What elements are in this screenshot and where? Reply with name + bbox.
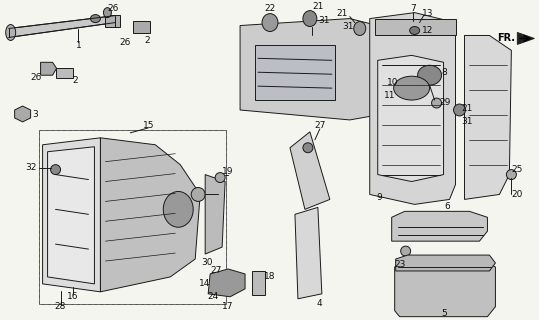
Text: 19: 19	[223, 167, 234, 176]
Ellipse shape	[418, 65, 441, 85]
Ellipse shape	[453, 104, 466, 116]
Ellipse shape	[262, 14, 278, 31]
Text: 2: 2	[73, 76, 78, 85]
Text: 3: 3	[33, 110, 38, 119]
Text: 11: 11	[384, 91, 396, 100]
Polygon shape	[208, 269, 245, 297]
Text: 7: 7	[410, 4, 416, 13]
Text: 15: 15	[142, 121, 154, 130]
Ellipse shape	[303, 143, 313, 153]
Polygon shape	[370, 12, 455, 204]
Text: 12: 12	[422, 26, 433, 35]
Text: 22: 22	[264, 4, 275, 13]
Text: 30: 30	[202, 258, 213, 267]
Polygon shape	[43, 138, 100, 292]
Ellipse shape	[410, 27, 420, 35]
Text: 21: 21	[462, 103, 473, 113]
Polygon shape	[465, 36, 512, 199]
Text: 25: 25	[512, 165, 523, 174]
Polygon shape	[395, 259, 495, 317]
Text: 10: 10	[387, 78, 398, 87]
Polygon shape	[375, 19, 455, 36]
Polygon shape	[56, 68, 73, 78]
Polygon shape	[205, 175, 225, 254]
Text: 23: 23	[394, 260, 405, 268]
Text: 1: 1	[75, 41, 81, 50]
Ellipse shape	[506, 170, 516, 180]
Text: 18: 18	[264, 272, 276, 281]
Polygon shape	[378, 55, 444, 181]
Text: 17: 17	[223, 302, 234, 311]
Text: 2: 2	[144, 36, 150, 45]
Bar	[106, 15, 120, 27]
Text: 21: 21	[312, 2, 323, 11]
Text: 20: 20	[512, 190, 523, 199]
Polygon shape	[517, 33, 534, 44]
Polygon shape	[40, 62, 57, 75]
Text: 26: 26	[120, 38, 131, 47]
Text: 26: 26	[108, 4, 119, 13]
Text: 26: 26	[30, 73, 42, 82]
Bar	[39, 130, 226, 304]
Bar	[39, 130, 226, 304]
Ellipse shape	[51, 165, 60, 175]
Text: 29: 29	[439, 98, 450, 107]
Polygon shape	[295, 207, 322, 299]
Text: 31: 31	[342, 22, 354, 31]
Polygon shape	[47, 147, 94, 284]
Text: 16: 16	[67, 292, 78, 301]
Polygon shape	[15, 106, 31, 122]
Ellipse shape	[400, 246, 411, 256]
Ellipse shape	[191, 188, 205, 201]
Ellipse shape	[6, 25, 16, 40]
Polygon shape	[240, 19, 398, 120]
Ellipse shape	[103, 8, 112, 18]
Text: 32: 32	[25, 163, 36, 172]
Polygon shape	[392, 211, 487, 241]
Text: 24: 24	[208, 292, 219, 301]
Text: 8: 8	[441, 68, 447, 77]
Bar	[255, 45, 335, 100]
Text: 28: 28	[55, 302, 66, 311]
Polygon shape	[290, 132, 330, 209]
Text: 9: 9	[377, 193, 383, 202]
Polygon shape	[100, 138, 200, 292]
Text: 31: 31	[462, 117, 473, 126]
Text: FR.: FR.	[497, 34, 515, 44]
Polygon shape	[396, 255, 495, 271]
Text: 14: 14	[198, 279, 210, 288]
Ellipse shape	[393, 76, 430, 100]
Ellipse shape	[354, 21, 366, 36]
Polygon shape	[252, 271, 265, 295]
Text: 21: 21	[336, 9, 348, 18]
Text: 27: 27	[210, 267, 222, 276]
Ellipse shape	[215, 172, 225, 182]
Text: 31: 31	[318, 16, 330, 25]
Polygon shape	[133, 20, 150, 34]
Text: 5: 5	[441, 309, 447, 318]
Ellipse shape	[163, 191, 193, 227]
Text: 27: 27	[314, 121, 326, 130]
Text: 13: 13	[422, 9, 433, 18]
Ellipse shape	[432, 98, 441, 108]
Ellipse shape	[303, 11, 317, 27]
Text: 6: 6	[445, 202, 451, 211]
Ellipse shape	[91, 15, 100, 22]
Text: 4: 4	[317, 299, 323, 308]
Polygon shape	[9, 16, 115, 37]
